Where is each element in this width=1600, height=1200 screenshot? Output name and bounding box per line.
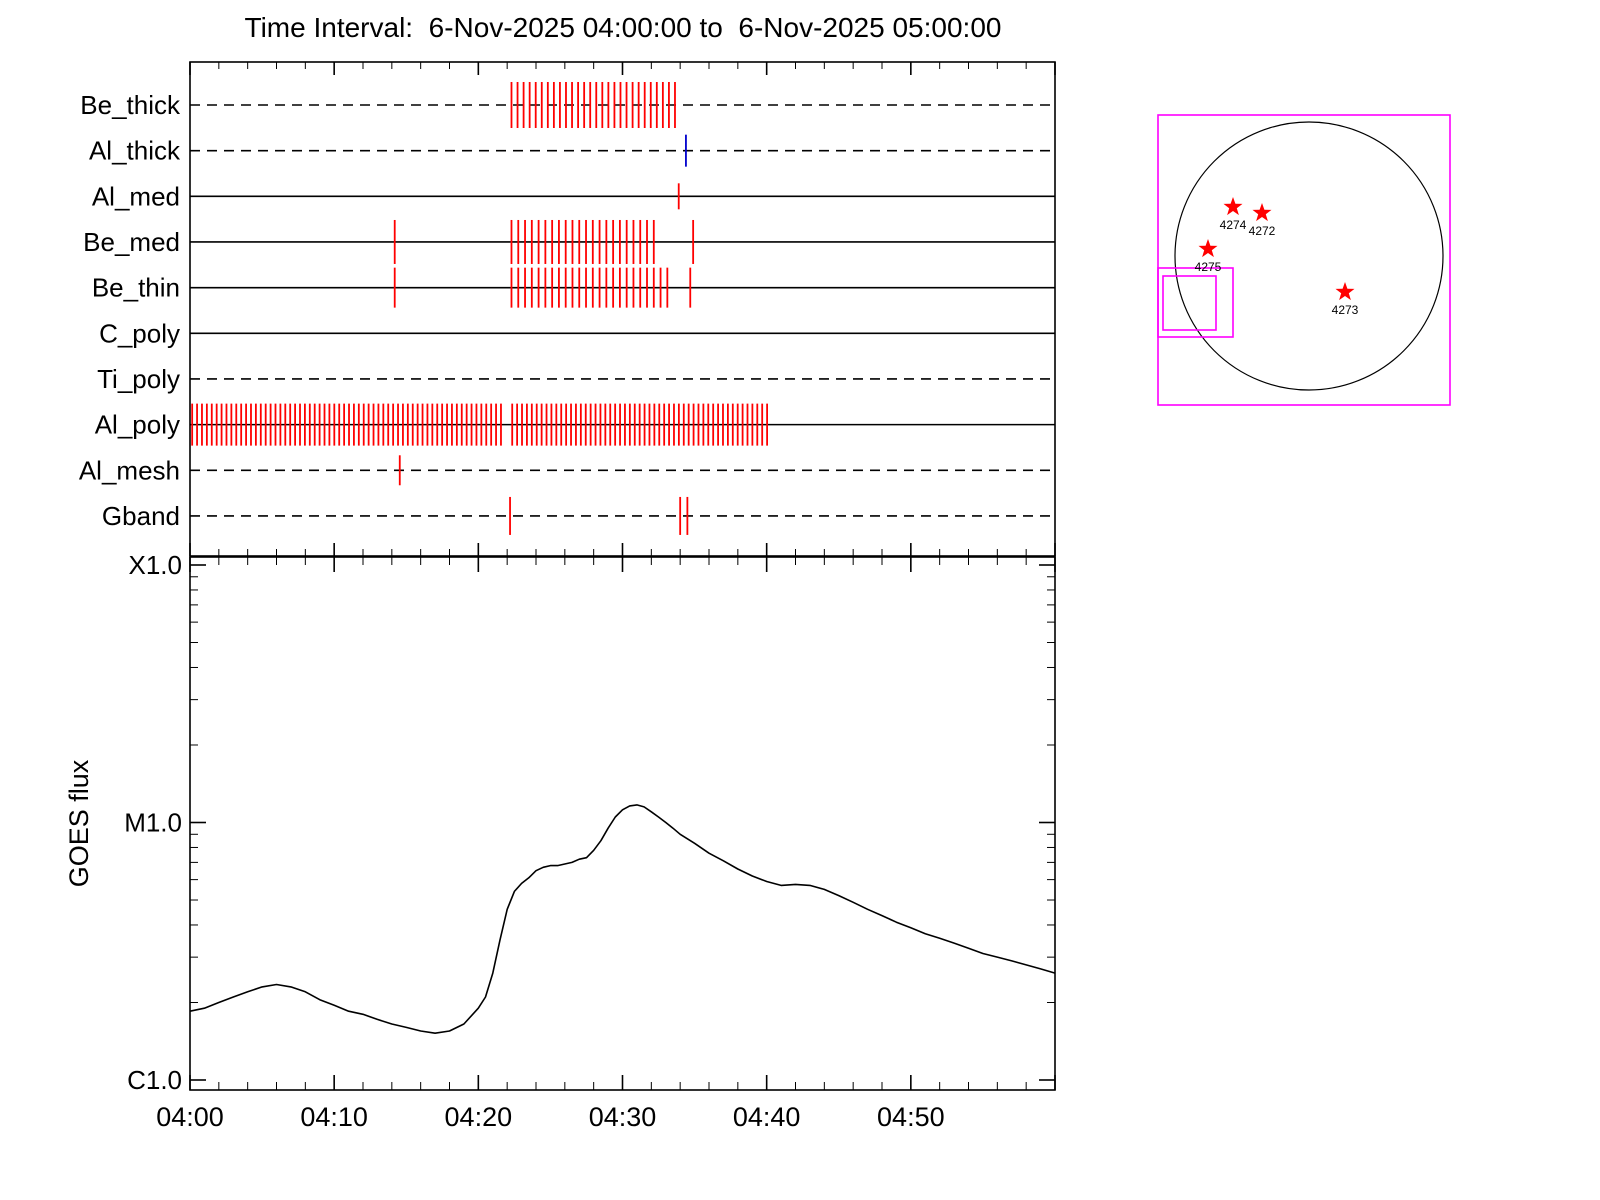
active-region-label: 4275: [1195, 260, 1222, 274]
row-label: Al_poly: [95, 410, 180, 440]
row-label: Ti_poly: [97, 364, 180, 394]
goes-xtick-label: 04:20: [445, 1102, 513, 1132]
solar-disk-map: 4274 4272 4275 4273: [1157, 114, 1451, 406]
goes-xtick-label: 04:30: [589, 1102, 657, 1132]
row-label: Be_med: [83, 227, 180, 257]
map-border: [1157, 114, 1451, 406]
active-region-star: [1198, 239, 1218, 258]
row-label: Al_med: [92, 181, 180, 211]
active-region-star: [1223, 197, 1243, 216]
active-region-label: 4273: [1332, 303, 1359, 317]
active-region-star: [1252, 203, 1272, 222]
timeline-and-goes-plot: Be_thick Al_thick Al_med Be_med Be_thin C_pol…: [64, 61, 1056, 1132]
goes-xtick-label: 04:10: [300, 1102, 368, 1132]
active-region-label: 4274: [1220, 218, 1247, 232]
row-label: Al_mesh: [79, 455, 180, 485]
fov-box: [1162, 275, 1217, 331]
goes-xtick-label: 04:00: [156, 1102, 224, 1132]
row-label: Gband: [102, 501, 180, 531]
row-label: Be_thick: [80, 90, 181, 120]
plot-title: Time Interval: 6-Nov-2025 04:00:00 to 6-…: [244, 12, 1002, 43]
goes-ytick-label: X1.0: [129, 550, 183, 580]
timeline-panel-border: [189, 61, 1056, 557]
goes-xtick-label: 04:50: [877, 1102, 945, 1132]
row-label: Al_thick: [89, 136, 181, 166]
fov-box: [1157, 267, 1234, 338]
row-label: Be_thin: [92, 273, 180, 303]
active-region-star: [1335, 282, 1355, 301]
goes-xtick-label: 04:40: [733, 1102, 801, 1132]
goes-curve: [189, 804, 1056, 1034]
goes-ytick-label: M1.0: [124, 808, 182, 838]
goes-ytick-label: C1.0: [127, 1065, 182, 1095]
solar-disk-circle: [1174, 121, 1444, 391]
active-region-label: 4272: [1249, 224, 1276, 238]
row-label: C_poly: [99, 318, 180, 348]
goes-ylabel: GOES flux: [64, 759, 94, 887]
goes-panel-border: [189, 556, 1056, 1091]
